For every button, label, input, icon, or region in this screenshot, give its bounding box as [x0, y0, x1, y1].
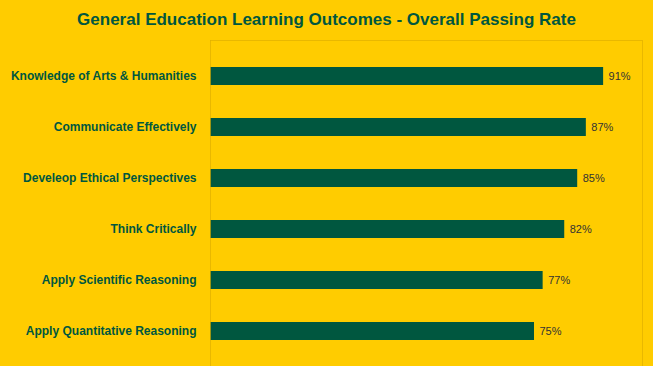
svg-text:Apply Quantitative Reasoning: Apply Quantitative Reasoning	[26, 324, 197, 338]
svg-text:Develeop Ethical Perspectives: Develeop Ethical Perspectives	[23, 171, 197, 185]
svg-text:Apply Scientific Reasoning: Apply Scientific Reasoning	[42, 273, 197, 287]
svg-text:77%: 77%	[548, 274, 570, 286]
svg-text:87%: 87%	[591, 121, 613, 133]
svg-text:75%: 75%	[540, 325, 562, 337]
svg-text:Think Critically: Think Critically	[110, 222, 196, 236]
svg-text:91%: 91%	[609, 70, 631, 82]
svg-text:Knowledge of Arts & Humanities: Knowledge of Arts & Humanities	[11, 69, 197, 83]
svg-text:Communicate Effectively: Communicate Effectively	[54, 120, 197, 134]
html-text:General Education Learning Out: General Education Learning Outcomes - Ov…	[77, 10, 576, 29]
svg-text:82%: 82%	[570, 223, 592, 235]
svg-text:85%: 85%	[583, 172, 605, 184]
